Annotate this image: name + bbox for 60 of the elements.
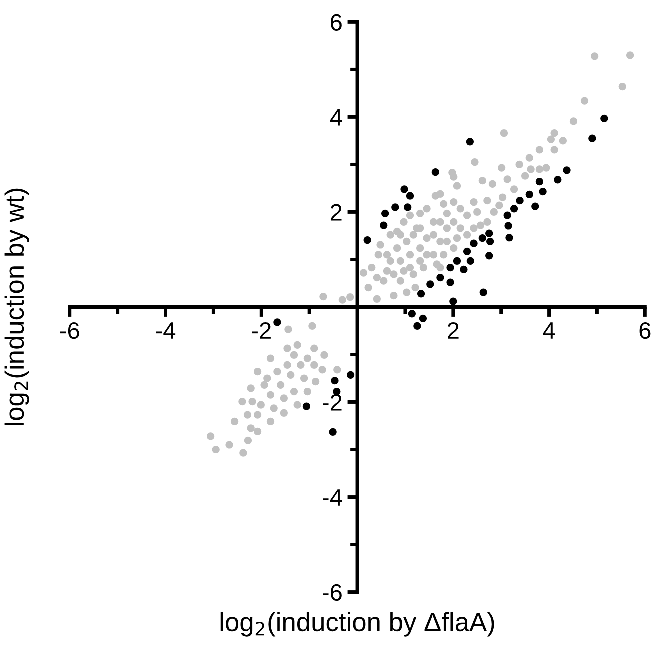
point [364,236,372,244]
point [504,222,512,230]
point [539,188,547,196]
point [460,266,468,274]
point [486,252,494,260]
point [450,298,458,306]
x-tick-label: 6 [640,322,651,340]
point [406,192,414,200]
y-tick-label: -6 [322,584,342,602]
point [426,280,434,288]
point [464,248,472,256]
point [302,402,311,410]
point [480,288,488,296]
point [478,234,486,242]
x-tick-label: 4 [543,322,556,339]
point [600,114,608,122]
point [504,212,512,220]
point [466,138,474,146]
point [516,197,524,205]
point [554,176,562,184]
point [331,377,339,385]
point [419,314,427,322]
point [274,318,282,326]
point [432,168,440,176]
point [392,204,400,212]
point [470,240,478,248]
point [400,186,408,194]
y-tick-label: 4 [330,110,342,126]
point [380,222,388,230]
point [563,166,571,174]
y-tick-label: 2 [330,204,342,221]
point [417,290,426,298]
point [329,428,337,436]
point [486,230,494,238]
y-tick-label: -4 [322,490,342,506]
point [506,234,514,242]
y-tick-label: -2 [322,394,342,411]
point [510,205,518,213]
x-tick-label: -6 [60,322,80,340]
x-tick-label: -2 [252,322,271,339]
point [466,257,474,265]
point [404,204,412,212]
point [347,371,355,379]
point [453,257,462,265]
point [532,202,540,210]
point [414,322,422,330]
point [536,178,544,186]
point [408,310,416,318]
point [446,278,454,286]
y-axis-title: log$_{2}$(induction by wt) [4,188,30,426]
y-tick-label: 6 [331,14,342,31]
point [588,134,596,142]
x-tick-label: -4 [156,322,176,339]
point [446,264,454,272]
x-axis-title: log$_{2}$(induction by ΔflaA) [220,612,494,637]
point [526,190,534,198]
x-tick-label: 2 [448,322,459,339]
point [382,210,390,218]
point [436,274,444,282]
point [486,238,494,246]
